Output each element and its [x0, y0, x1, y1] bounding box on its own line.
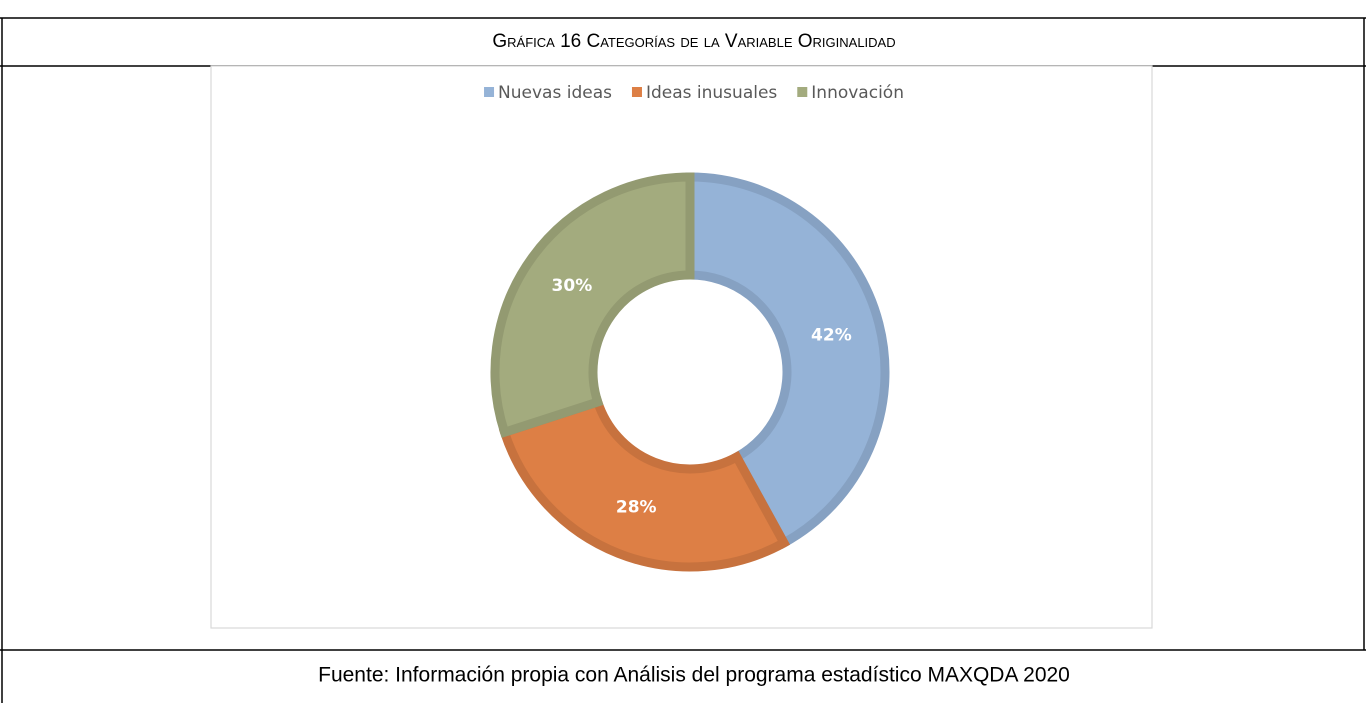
- legend-label: Innovación: [811, 83, 904, 103]
- source-note: Fuente: Información propia con Análisis …: [318, 664, 1070, 687]
- legend: Nuevas ideas Ideas inusuales Innovación: [484, 83, 904, 103]
- donut-slice: [685, 172, 890, 549]
- data-label: 28%: [616, 498, 657, 518]
- legend-swatch: [484, 87, 495, 97]
- data-label: 42%: [811, 326, 852, 346]
- donut-slice: [490, 172, 695, 438]
- legend-label: Nuevas ideas: [498, 83, 612, 103]
- legend-label: Ideas inusuales: [646, 83, 777, 103]
- data-label: 30%: [552, 276, 593, 296]
- legend-swatch: [631, 87, 642, 97]
- legend-swatch: [797, 87, 808, 97]
- donut-slice: [498, 396, 791, 572]
- chart-title: Gráfica 16 Categorías de la Variable Ori…: [492, 31, 895, 52]
